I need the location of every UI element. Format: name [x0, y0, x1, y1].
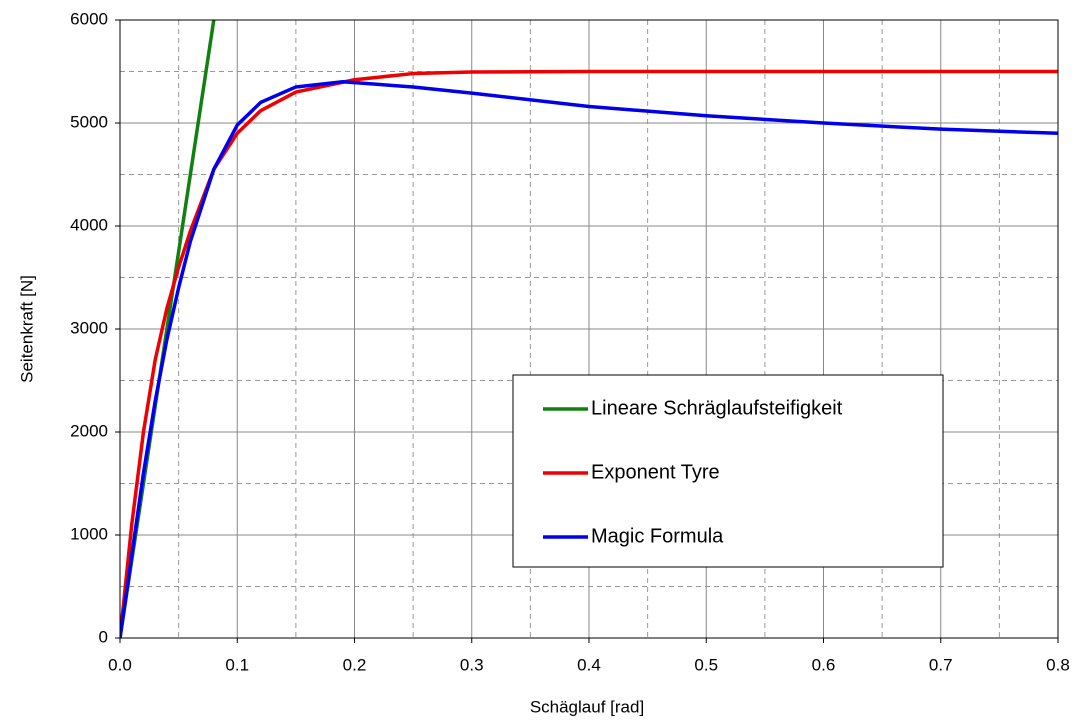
plot-border	[119, 19, 1059, 639]
legend-label: Magic Formula	[591, 525, 724, 547]
x-tick-label: 0.8	[1046, 655, 1070, 674]
y-tick-label: 3000	[70, 318, 108, 337]
line	[120, 69, 1058, 638]
x-tick-label: 0.6	[812, 655, 836, 674]
y-tick-label: 5000	[70, 112, 108, 131]
y-tick-label: 2000	[70, 421, 108, 440]
line	[120, 80, 1058, 638]
y-axis-label: Seitenkraft [N]	[17, 275, 36, 383]
x-tick-label: 0.0	[108, 655, 132, 674]
legend-label: Exponent Tyre	[591, 461, 720, 483]
x-tick-label: 0.1	[225, 655, 249, 674]
legend-box	[512, 374, 944, 568]
x-tick-label: 0.7	[929, 655, 953, 674]
y-tick-label: 0	[99, 627, 108, 646]
legend-label: Lineare Schräglaufsteifigkeit	[591, 397, 843, 419]
x-tick-label: 0.5	[694, 655, 718, 674]
x-tick-label: 0.4	[577, 655, 601, 674]
x-tick-label: 0.3	[460, 655, 484, 674]
x-tick-label: 0.2	[343, 655, 367, 674]
y-tick-label: 1000	[70, 524, 108, 543]
y-tick-label: 4000	[70, 215, 108, 234]
y-tick-label: 6000	[70, 9, 108, 28]
x-axis-label: Schäglauf [rad]	[530, 697, 644, 716]
plot	[120, 20, 1058, 638]
